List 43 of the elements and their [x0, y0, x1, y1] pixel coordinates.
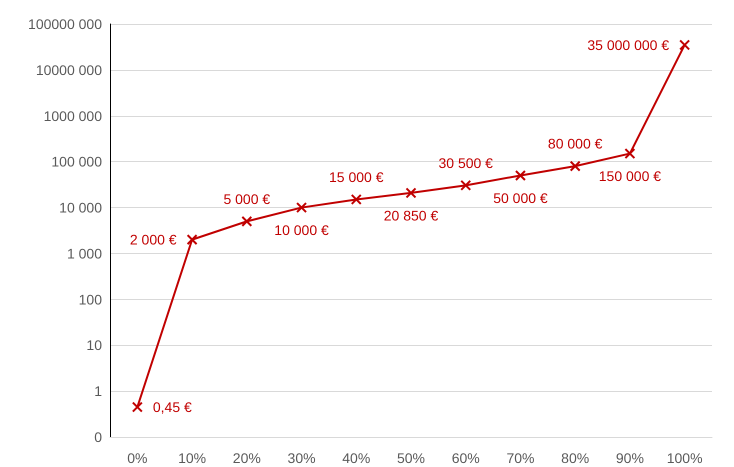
x-tick-label: 90% [616, 450, 644, 466]
data-label: 80 000 € [548, 136, 603, 152]
y-tick-label: 1 000 [66, 245, 102, 262]
point [350, 194, 362, 205]
point [186, 234, 198, 246]
data-label: 30 500 € [438, 154, 494, 171]
x-tick-label: 40% [342, 450, 370, 466]
x-tick-label: 30% [288, 450, 316, 466]
point [296, 202, 308, 214]
data-label: 0,45 € [152, 399, 192, 416]
x-tick-label: 60% [452, 450, 480, 466]
data-label: 2 000 € [130, 232, 177, 248]
x-tick-label: 20% [232, 450, 261, 466]
x-tick-label: 80% [561, 450, 590, 466]
data-label: 50 000 € [493, 190, 548, 206]
x-tick-label: 10% [178, 450, 206, 466]
point [514, 170, 526, 181]
data-label: 10 000 € [274, 222, 330, 238]
point [679, 39, 690, 50]
point [241, 216, 252, 227]
point [624, 148, 636, 160]
point [460, 180, 472, 191]
data-label: 20 850 € [384, 207, 438, 224]
x-tick-label: 0% [127, 450, 148, 466]
y-tick-label: 10000 000 [36, 62, 102, 78]
y-tick-label: 100 [78, 291, 102, 308]
y-tick-label: 10 [86, 337, 102, 354]
x-tick-label: 100% [666, 450, 703, 466]
y-tick-label: 0 [94, 429, 102, 445]
y-tick-label: 100 000 [51, 154, 102, 170]
point [406, 187, 416, 198]
y-tick-label: 1000 000 [44, 108, 102, 124]
data-label: 35 000 000 € [587, 36, 670, 53]
data-label: 150 000 € [598, 168, 662, 184]
data-label: 15 000 € [329, 168, 384, 185]
y-tick-label: 1 [94, 383, 102, 400]
point [570, 160, 581, 172]
x-tick-label: 70% [506, 450, 534, 466]
y-tick-label: 10 000 [59, 200, 102, 216]
y-tick-label: 100000 000 [28, 16, 102, 32]
x-tick-label: 50% [396, 450, 426, 466]
data-label: 5 000 € [223, 190, 270, 207]
point [132, 402, 143, 413]
